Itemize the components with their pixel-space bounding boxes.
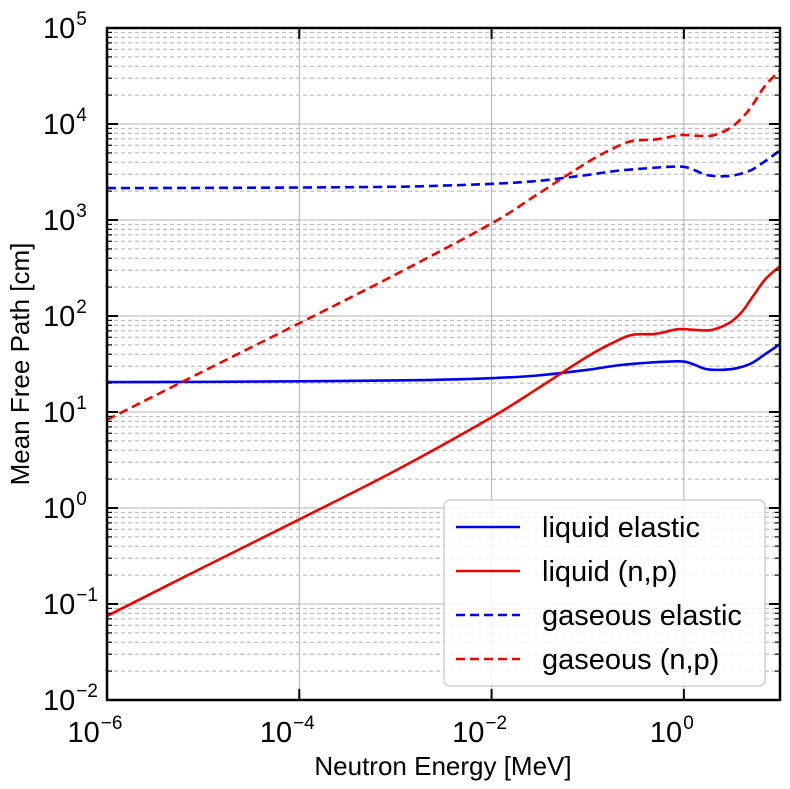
y-tick-label: 10−2 (43, 681, 98, 717)
y-tick-exponent: 1 (76, 393, 87, 414)
y-tick-label: 102 (43, 297, 87, 333)
x-tick-exponent: −2 (485, 713, 507, 734)
series-line-liquid-elastic (107, 342, 780, 384)
x-tick-label: 10−2 (452, 713, 507, 749)
y-tick-exponent: 4 (76, 105, 87, 126)
legend-label-liquid-n-p: liquid (n,p) (542, 556, 677, 588)
plot-frame (105, 26, 782, 702)
y-tick-exponent: 5 (76, 9, 87, 30)
legend-box (443, 499, 766, 687)
x-tick-label: 10−4 (260, 713, 315, 749)
y-tick-exponent: −1 (76, 585, 98, 606)
series-layer (107, 69, 780, 618)
legend: liquid elastic liquid (n,p) gaseous elasti… (443, 499, 766, 687)
axis-ticks (106, 27, 780, 701)
y-tick-exponent: −2 (76, 681, 98, 702)
legend-label-gaseous-elastic: gaseous elastic (542, 600, 742, 632)
x-tick-exponent: 0 (683, 713, 694, 734)
series-line-gaseous-elastic (107, 149, 780, 190)
x-tick-exponent: −4 (293, 713, 315, 734)
legend-label-liquid-elastic: liquid elastic (542, 512, 700, 544)
x-tick-exponent: −6 (101, 713, 123, 734)
series-line-gaseous-n-p (107, 69, 780, 421)
y-tick-exponent: 0 (76, 489, 87, 510)
y-tick-exponent: 3 (76, 201, 87, 222)
series-line-liquid-n-p (107, 265, 780, 618)
x-axis-title: Neutron Energy [MeV] (314, 751, 571, 781)
y-axis-title: Mean Free Path [cm] (5, 243, 35, 486)
legend-label-gaseous-n-p: gaseous (n,p) (542, 644, 719, 676)
y-tick-exponent: 2 (76, 297, 87, 318)
